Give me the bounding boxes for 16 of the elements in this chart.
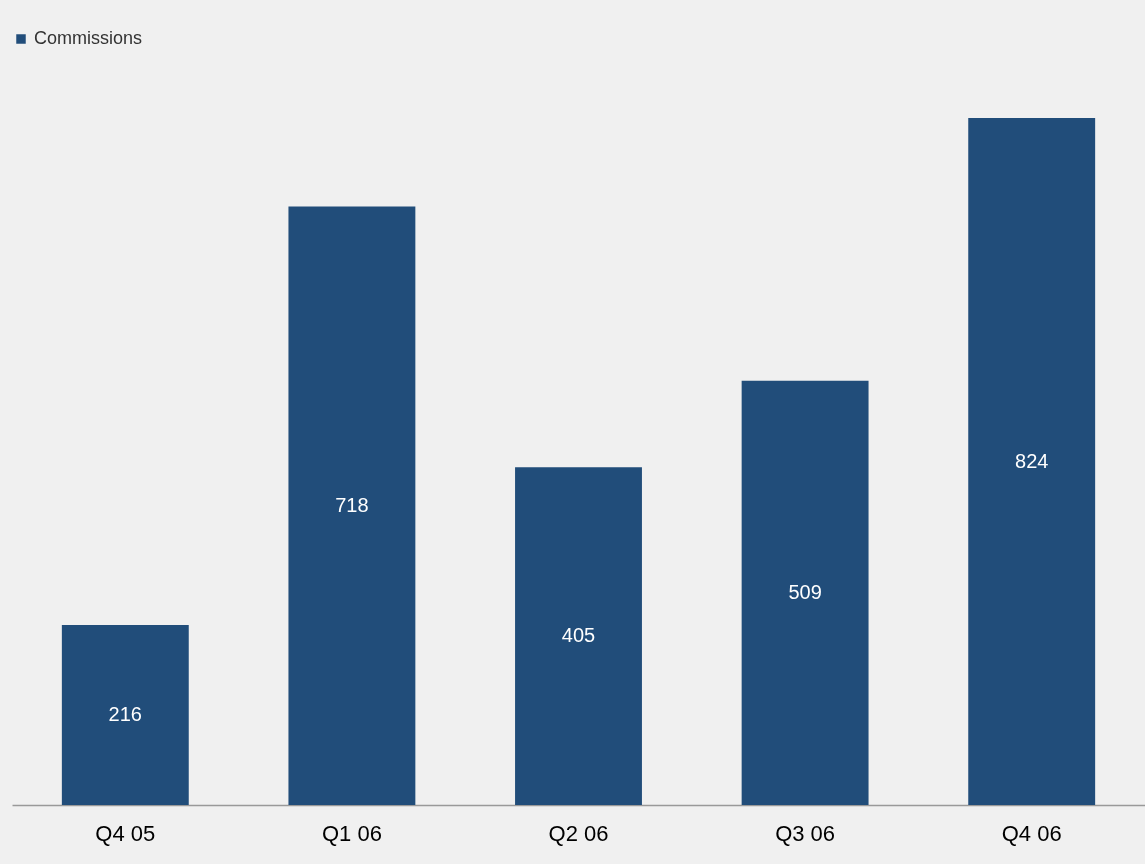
- x-tick-label: Q4 05: [95, 820, 156, 846]
- x-tick-label: Q3 06: [775, 820, 836, 846]
- data-label: 824: [1015, 449, 1049, 472]
- data-label: 509: [788, 580, 822, 603]
- bar: [61, 624, 189, 805]
- data-label: 216: [108, 702, 142, 725]
- bar: [515, 467, 642, 805]
- x-tick-label: Q4 06: [1001, 820, 1062, 846]
- bar: [288, 206, 416, 805]
- x-tick-label: Q1 06: [321, 820, 382, 846]
- data-label: 718: [335, 493, 369, 516]
- bar: [741, 380, 869, 805]
- x-tick-label: Q2 06: [548, 820, 609, 846]
- bar: [968, 118, 1096, 805]
- data-label: 405: [561, 624, 596, 647]
- legend-label: Commissions: [34, 28, 143, 48]
